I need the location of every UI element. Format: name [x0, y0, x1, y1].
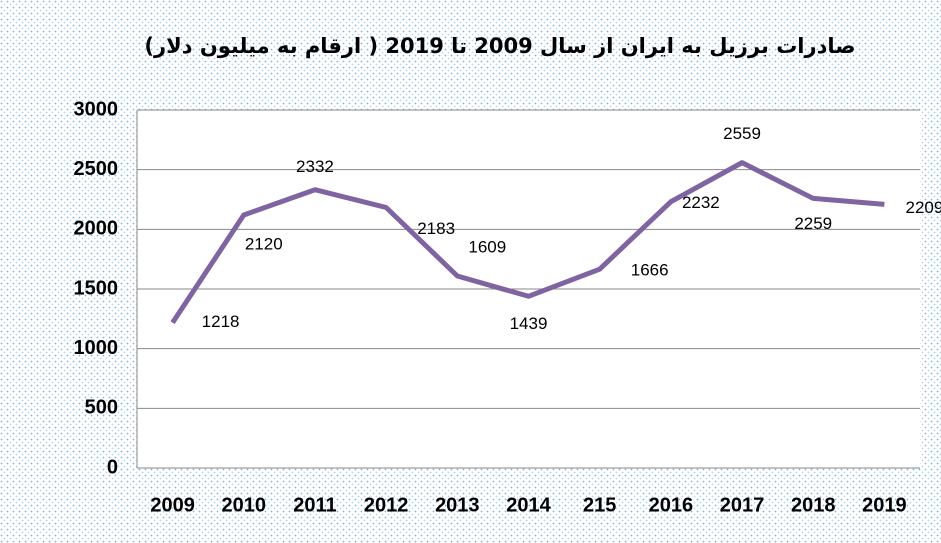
- data-label: 1439: [510, 314, 548, 333]
- line: [170, 160, 885, 325]
- x-tick-label: 2017: [720, 494, 765, 516]
- y-tick-label: 2500: [74, 158, 119, 180]
- y-tick-label: 2000: [74, 218, 119, 240]
- y-tick-label: 1500: [74, 277, 119, 299]
- chart-title: صادرات برزیل به ایران از سال 2009 تا 201…: [144, 34, 855, 58]
- data-label: 1666: [631, 261, 669, 280]
- data-label: 2209: [905, 198, 941, 217]
- y-tick-label: 500: [85, 397, 118, 419]
- x-tick-label: 215: [583, 494, 616, 516]
- x-tick-label: 2018: [791, 494, 836, 516]
- data-label: 1609: [468, 237, 506, 256]
- x-tick-label: 2009: [150, 494, 195, 516]
- data-label: 2120: [245, 234, 283, 253]
- data-label: 2232: [682, 193, 720, 212]
- x-tick-label: 2016: [649, 494, 694, 516]
- x-tick-label: 2011: [293, 494, 336, 516]
- y-tick-label: 0: [107, 456, 118, 478]
- data-label: 2259: [794, 214, 832, 233]
- x-tick-label: 2010: [222, 494, 267, 516]
- y-tick-label: 1000: [74, 337, 119, 359]
- data-label: 2183: [417, 219, 455, 238]
- x-tick-label: 2012: [364, 494, 409, 516]
- y-tick-label: 3000: [74, 98, 119, 120]
- data-label: 2559: [723, 124, 761, 143]
- x-tick-label: 2013: [435, 494, 480, 516]
- x-tick-label: 2014: [506, 494, 551, 516]
- data-label: 1218: [202, 312, 240, 331]
- x-tick-label: 2019: [862, 494, 907, 516]
- data-label: 2332: [296, 157, 334, 176]
